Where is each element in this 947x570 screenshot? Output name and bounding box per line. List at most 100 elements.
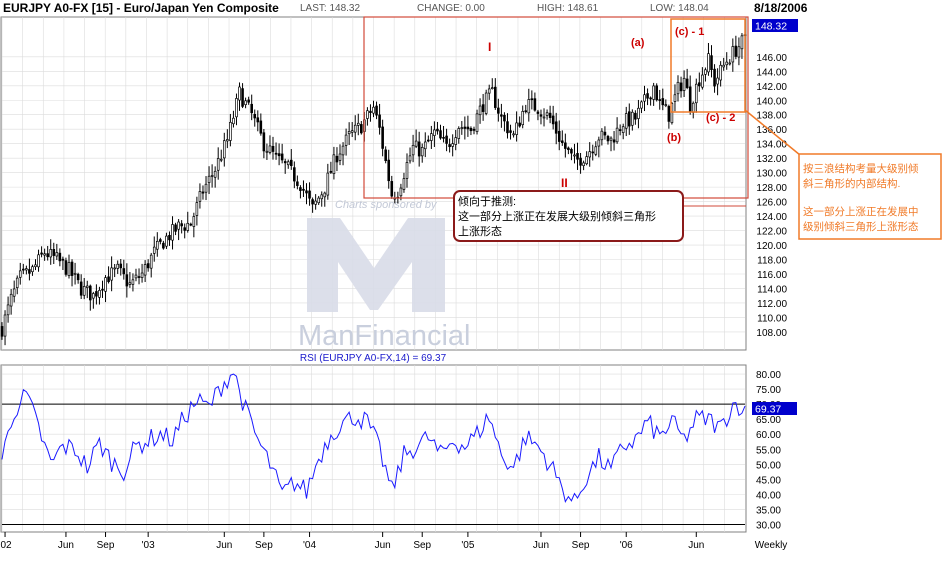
price-candle — [445, 128, 448, 152]
price-candle — [360, 121, 363, 135]
price-candle — [89, 284, 92, 311]
candle-body — [627, 111, 631, 127]
candle-body — [670, 103, 674, 124]
price-candle — [433, 121, 436, 147]
price-candle — [567, 146, 570, 155]
price-candle — [384, 146, 387, 164]
candle-body — [85, 285, 89, 288]
candle-body — [369, 110, 372, 114]
candle-body — [634, 112, 637, 120]
price-candle — [232, 110, 235, 128]
candle-body — [582, 162, 585, 166]
price-candle — [250, 94, 253, 121]
candle-body — [731, 46, 735, 63]
wave-label-c2: (c) - 2 — [706, 112, 735, 124]
rsi-last-box — [752, 402, 797, 415]
candle-body — [293, 167, 296, 182]
price-candle — [369, 104, 372, 122]
price-candle — [646, 88, 649, 106]
x-tick-label: Sep — [413, 540, 431, 551]
price-candle — [18, 262, 22, 285]
price-candle — [55, 243, 59, 261]
price-candle — [149, 252, 153, 278]
candle-body — [603, 131, 607, 136]
candle-body — [417, 141, 421, 157]
candle-body — [570, 149, 573, 154]
candle-body — [667, 106, 671, 122]
price-candle — [600, 128, 604, 146]
candle-body — [226, 139, 229, 142]
candle-body — [344, 134, 348, 146]
candle-body — [554, 121, 558, 134]
candle-body — [195, 202, 199, 216]
price-candle — [317, 195, 320, 205]
candle-body — [384, 149, 387, 162]
candle-body — [95, 291, 98, 297]
price-candle — [436, 121, 439, 135]
candle-body — [503, 114, 506, 122]
candle-body — [454, 137, 458, 145]
price-candle — [512, 130, 515, 138]
candle-body — [716, 77, 719, 85]
candle-body — [719, 64, 722, 81]
price-candle — [509, 124, 512, 140]
candle-body — [110, 267, 113, 281]
wave-label-b: (b) — [667, 132, 681, 144]
candle-body — [183, 227, 186, 231]
price-candle — [521, 105, 525, 129]
candle-body — [372, 106, 375, 114]
candle-body — [414, 140, 418, 147]
candle-body — [274, 152, 278, 155]
price-candle — [219, 149, 223, 163]
price-candle — [174, 222, 177, 236]
candle-body — [82, 286, 86, 296]
price-candle — [430, 125, 433, 149]
price-candle — [222, 132, 226, 167]
candle-body — [433, 129, 436, 136]
candle-body — [137, 276, 141, 278]
price-candle — [283, 158, 287, 174]
candle-body — [509, 130, 512, 133]
candle-body — [70, 261, 74, 276]
price-candle — [49, 239, 53, 265]
x-tick-label: Sep — [255, 540, 273, 551]
price-candle — [171, 216, 174, 250]
price-candle — [618, 124, 622, 136]
candle-body — [360, 124, 363, 134]
candle-body — [15, 277, 19, 288]
sponsor-logo-icon — [307, 218, 445, 312]
price-candle — [85, 280, 89, 299]
price-candle — [579, 152, 582, 174]
price-candle — [372, 100, 375, 118]
candle-body — [317, 197, 320, 204]
price-tick-label: 146.00 — [756, 53, 787, 64]
price-candle — [341, 142, 345, 166]
price-candle — [533, 92, 537, 112]
price-candle — [70, 259, 74, 287]
price-candle — [612, 131, 616, 151]
rsi-last-label: 69.37 — [755, 404, 781, 416]
price-candle — [548, 105, 552, 124]
candle-body — [521, 110, 525, 126]
candle-body — [259, 120, 263, 134]
candle-body — [624, 113, 628, 129]
rsi-tick-label: 45.00 — [756, 475, 781, 486]
rsi-tick-label: 65.00 — [756, 415, 781, 426]
price-candle — [490, 78, 494, 90]
price-candle — [226, 129, 229, 149]
candle-body — [67, 262, 71, 276]
candle-body — [34, 264, 37, 268]
price-candle — [649, 96, 652, 106]
price-candle — [177, 219, 180, 241]
price-candle — [6, 296, 10, 323]
candle-body — [481, 104, 485, 112]
price-candle — [591, 144, 595, 161]
price-candle — [688, 75, 692, 115]
price-candle — [198, 183, 202, 209]
price-candle — [463, 116, 467, 140]
price-candle — [104, 275, 107, 303]
candle-body — [734, 45, 738, 57]
price-candle — [271, 136, 275, 160]
